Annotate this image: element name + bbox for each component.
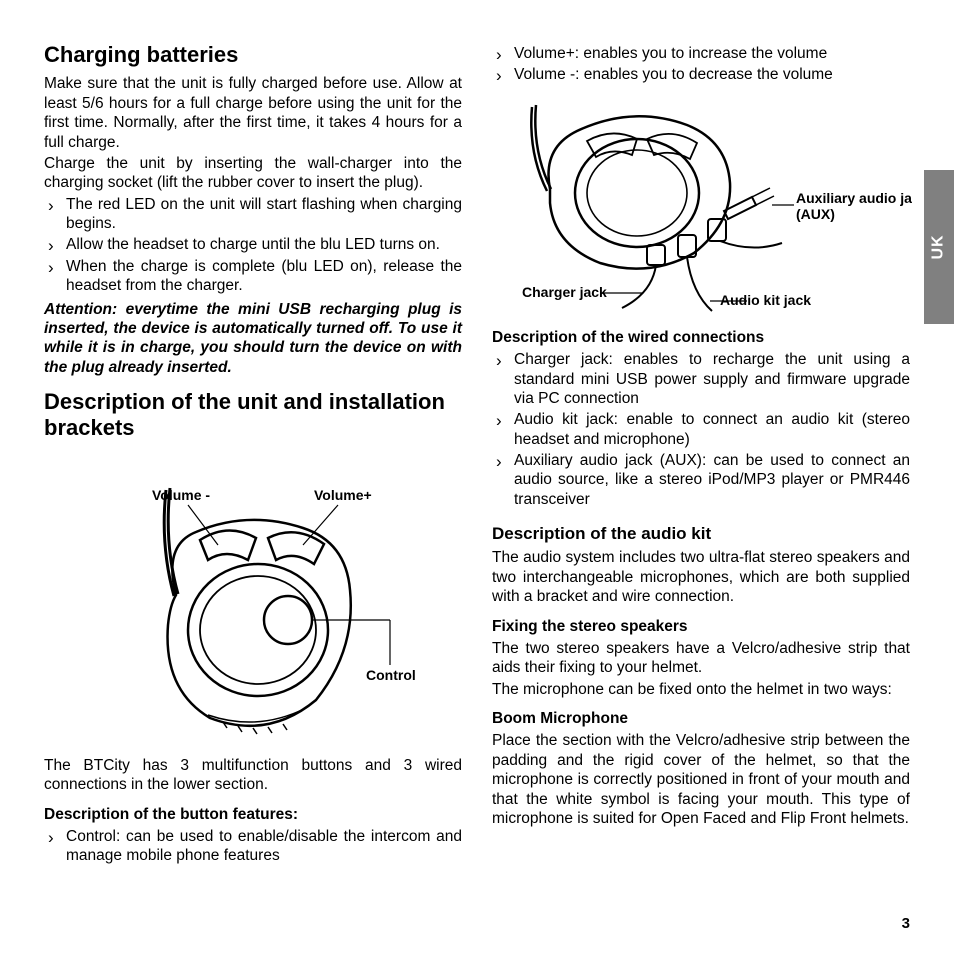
left-column: Charging batteries Make sure that the un… [44,42,462,870]
list-item: When the charge is complete (blu LED on)… [44,257,462,296]
button-features-list: Control: can be used to enable/disable t… [44,827,462,866]
para: The BTCity has 3 multifunction buttons a… [44,756,462,795]
page-number: 3 [902,915,910,934]
para: Charge the unit by inserting the wall-ch… [44,154,462,193]
list-item: The red LED on the unit will start flash… [44,195,462,234]
label-volume-minus: Volume - [152,487,210,503]
heading-charging: Charging batteries [44,42,462,68]
heading-fixing-speakers: Fixing the stereo speakers [492,617,910,636]
buttons-diagram: Volume - Volume+ Control [88,450,418,750]
list-item: Charger jack: enables to recharge the un… [492,350,910,408]
volume-list: Volume+: enables you to increase the vol… [492,44,910,85]
language-tab: UK [924,170,954,324]
para: The audio system includes two ultra-flat… [492,548,910,606]
label-charger-jack: Charger jack [522,284,607,300]
heading-button-features: Description of the button features: [44,805,462,824]
list-item: Audio kit jack: enable to connect an aud… [492,410,910,449]
label-audiokit-jack: Audio kit jack [720,292,811,308]
heading-wired-connections: Description of the wired connections [492,328,910,347]
attention-note: Attention: everytime the mini USB rechar… [44,300,462,378]
para: Place the section with the Velcro/adhesi… [492,731,910,828]
page-columns: Charging batteries Make sure that the un… [44,42,910,870]
list-item: Volume -: enables you to decrease the vo… [492,65,910,84]
heading-description-unit: Description of the unit and installation… [44,389,462,442]
list-item: Volume+: enables you to increase the vol… [492,44,910,63]
para: Make sure that the unit is fully charged… [44,74,462,152]
para: The microphone can be fixed onto the hel… [492,680,910,699]
charging-steps: The red LED on the unit will start flash… [44,195,462,296]
list-item: Allow the headset to charge until the bl… [44,235,462,254]
jacks-diagram: Auxiliary audio jack (AUX) Charger jack … [492,93,912,318]
label-control: Control [366,667,416,683]
list-item: Control: can be used to enable/disable t… [44,827,462,866]
heading-audio-kit: Description of the audio kit [492,523,910,544]
para: The two stereo speakers have a Velcro/ad… [492,639,910,678]
wired-list: Charger jack: enables to recharge the un… [492,350,910,509]
label-aux-line2: (AUX) [796,206,835,222]
label-volume-plus: Volume+ [314,487,372,503]
label-aux-line1: Auxiliary audio jack [796,190,912,206]
right-column: Volume+: enables you to increase the vol… [492,42,910,870]
list-item: Auxiliary audio jack (AUX): can be used … [492,451,910,509]
language-tab-label: UK [929,234,949,259]
heading-boom-mic: Boom Microphone [492,709,910,728]
